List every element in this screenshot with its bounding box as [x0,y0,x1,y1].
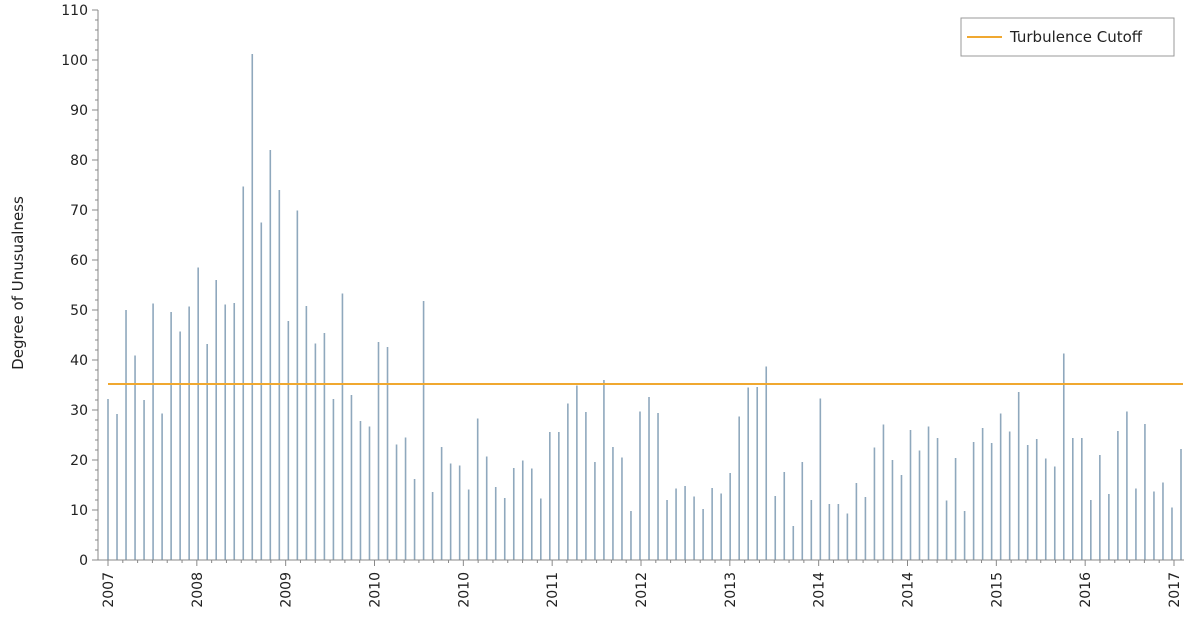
x-tick-label: 2014 [812,572,828,608]
x-tick-label: 2016 [1078,572,1094,608]
y-tick-label: 0 [79,553,88,569]
legend: Turbulence Cutoff [960,17,1175,57]
y-tick-label: 20 [70,453,88,469]
y-axis-label: Degree of Unusualness [9,196,27,370]
y-tick-label: 60 [70,253,88,269]
x-tick-label: 2013 [723,572,739,608]
x-tick-label: 2012 [634,572,650,608]
x-tick-label: 2009 [279,572,295,608]
legend-label: Turbulence Cutoff [1009,28,1143,46]
x-ticks: 2007 2008 2009 2010 2010 2011 2012 2013 2014 2014… [101,560,1183,608]
bars-layer [107,54,1182,560]
x-tick-label: 2015 [989,572,1005,608]
y-tick-label: 40 [70,353,88,369]
x-tick-label: 2011 [545,572,561,608]
x-tick-label: 2010 [368,572,384,608]
y-tick-label: 110 [61,3,88,19]
y-tick-label: 30 [70,403,88,419]
y-tick-label: 70 [70,203,88,219]
y-tick-label: 10 [70,503,88,519]
y-ticks: 0 10 20 30 40 50 60 70 80 90 100 110 [61,3,98,569]
x-tick-label: 2007 [101,572,117,608]
x-tick-label: 2017 [1167,572,1183,608]
x-tick-label: 2008 [190,572,206,608]
x-tick-label: 2010 [456,572,472,608]
y-tick-label: 80 [70,153,88,169]
y-tick-label: 50 [70,303,88,319]
y-tick-label: 100 [61,53,88,69]
y-tick-label: 90 [70,103,88,119]
x-tick-label: 2014 [901,572,917,608]
legend-box [960,17,1175,57]
